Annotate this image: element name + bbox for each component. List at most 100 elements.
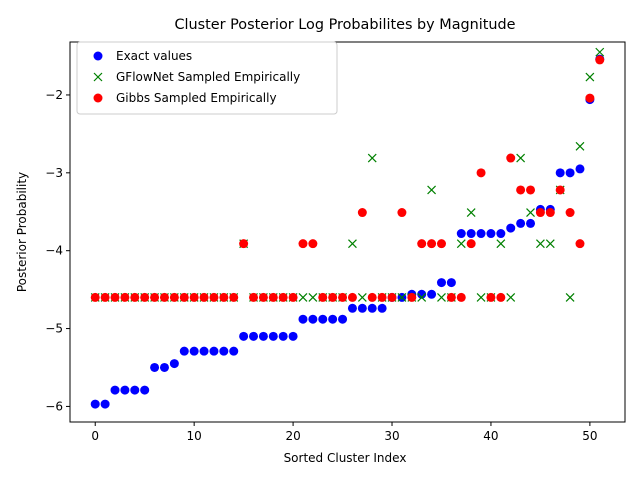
y-axis-label: Posterior Probability bbox=[15, 172, 29, 292]
legend-box bbox=[76, 41, 338, 115]
data-point bbox=[357, 292, 367, 302]
data-point bbox=[100, 399, 110, 409]
data-point bbox=[120, 385, 130, 395]
data-point bbox=[417, 239, 427, 249]
data-point bbox=[318, 314, 328, 324]
data-point bbox=[179, 346, 189, 356]
data-point bbox=[130, 292, 140, 302]
x-tick-label: 40 bbox=[483, 429, 498, 443]
data-point bbox=[506, 292, 516, 302]
data-point bbox=[199, 346, 209, 356]
data-point bbox=[526, 208, 535, 217]
data-point bbox=[427, 239, 437, 249]
data-point bbox=[427, 185, 437, 195]
data-point bbox=[545, 208, 555, 218]
data-point bbox=[298, 239, 308, 249]
x-axis: 0 10 20 30 40 50 bbox=[91, 422, 598, 443]
data-point bbox=[486, 229, 496, 239]
x-tick-label: 10 bbox=[187, 429, 202, 443]
data-point bbox=[239, 239, 249, 249]
plot-border bbox=[69, 41, 626, 423]
y-tick-label: −3 bbox=[45, 166, 63, 180]
data-point bbox=[585, 72, 595, 82]
data-point bbox=[367, 303, 377, 313]
data-point bbox=[476, 229, 486, 239]
data-point bbox=[258, 292, 268, 302]
data-point bbox=[565, 168, 575, 178]
y-tick-label: −5 bbox=[45, 322, 63, 336]
data-point bbox=[120, 292, 130, 302]
data-point bbox=[466, 239, 476, 249]
data-point bbox=[159, 362, 169, 372]
data-point bbox=[258, 331, 268, 341]
data-point bbox=[545, 239, 555, 249]
data-point bbox=[575, 164, 585, 174]
data-point bbox=[308, 239, 318, 249]
data-point bbox=[268, 331, 278, 341]
data-point bbox=[308, 314, 318, 324]
data-point bbox=[239, 331, 249, 341]
data-point bbox=[397, 208, 407, 218]
data-point bbox=[140, 385, 150, 395]
data-point bbox=[397, 292, 407, 302]
data-point bbox=[90, 292, 100, 302]
data-point bbox=[555, 185, 565, 195]
data-point bbox=[526, 218, 536, 228]
data-point bbox=[150, 362, 160, 372]
data-point bbox=[486, 292, 496, 302]
data-point bbox=[565, 292, 575, 302]
data-point bbox=[446, 292, 456, 302]
data-point bbox=[575, 239, 585, 249]
data-point bbox=[328, 292, 338, 302]
data-point bbox=[229, 292, 239, 302]
data-point bbox=[288, 292, 298, 302]
data-point bbox=[209, 292, 219, 302]
legend-marker bbox=[93, 51, 103, 61]
data-point bbox=[90, 399, 100, 409]
data-point bbox=[169, 292, 179, 302]
chart-title: Cluster Posterior Log Probabilites by Ma… bbox=[174, 17, 515, 33]
data-point bbox=[189, 346, 199, 356]
data-point bbox=[189, 292, 199, 302]
data-point bbox=[219, 346, 229, 356]
data-point bbox=[219, 292, 229, 302]
data-point bbox=[526, 185, 536, 195]
data-point bbox=[338, 314, 348, 324]
data-point bbox=[308, 292, 318, 302]
data-point bbox=[150, 292, 160, 302]
data-point bbox=[476, 292, 486, 302]
data-point bbox=[595, 47, 605, 57]
data-point bbox=[288, 331, 298, 341]
data-point bbox=[328, 314, 338, 324]
data-point bbox=[159, 292, 169, 302]
legend-marker bbox=[93, 93, 103, 103]
legend-entry-label: GFlowNet Sampled Empirically bbox=[116, 70, 300, 84]
y-axis: −6 −5 −4 −3 −2 bbox=[45, 88, 70, 413]
data-point bbox=[377, 292, 387, 302]
data-point bbox=[516, 153, 526, 163]
x-tick-label: 50 bbox=[582, 429, 597, 443]
x-tick-label: 0 bbox=[91, 429, 99, 443]
data-point bbox=[100, 292, 110, 302]
data-point bbox=[407, 292, 417, 302]
data-point bbox=[585, 93, 595, 103]
data-point bbox=[367, 153, 377, 163]
data-point bbox=[456, 292, 466, 302]
data-point bbox=[179, 292, 189, 302]
data-point bbox=[377, 303, 387, 313]
x-axis-label: Sorted Cluster Index bbox=[284, 451, 407, 465]
data-point bbox=[387, 292, 397, 302]
data-point bbox=[496, 239, 506, 249]
y-tick-label: −4 bbox=[45, 244, 63, 258]
data-point bbox=[565, 208, 575, 218]
data-point bbox=[278, 331, 288, 341]
data-point bbox=[436, 239, 446, 249]
legend-entry-label: Gibbs Sampled Empirically bbox=[116, 91, 277, 105]
data-point bbox=[318, 292, 328, 302]
data-point bbox=[466, 208, 476, 217]
data-point bbox=[575, 141, 585, 151]
data-point bbox=[476, 168, 486, 178]
data-point bbox=[229, 346, 239, 356]
data-point bbox=[348, 239, 357, 249]
